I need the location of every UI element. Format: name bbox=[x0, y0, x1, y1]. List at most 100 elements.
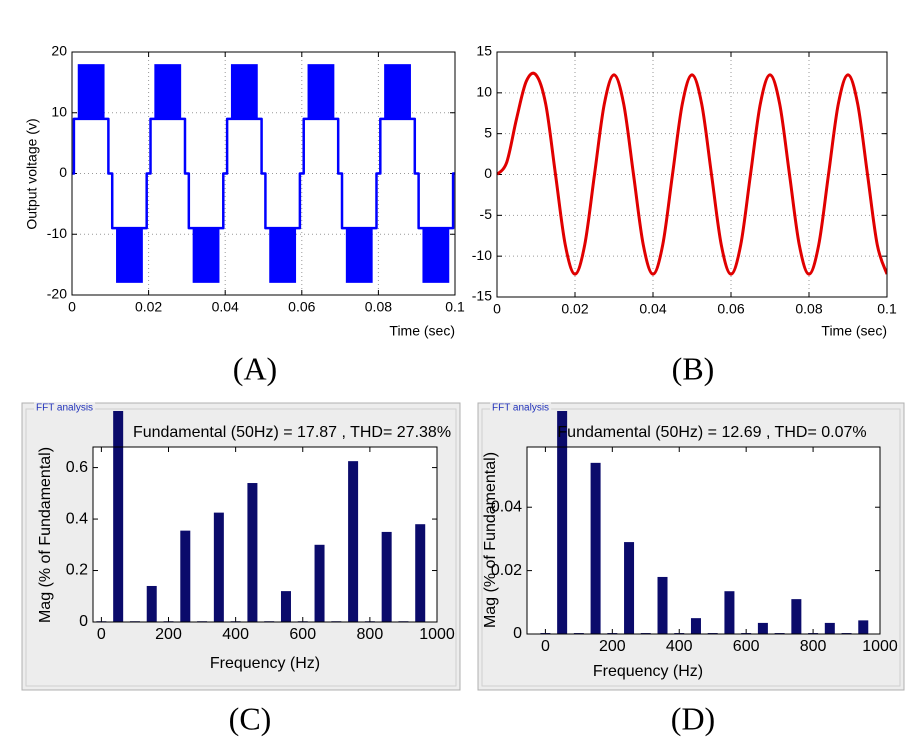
x-tick-label: 0.1 bbox=[877, 301, 897, 317]
x-tick-label: 0.06 bbox=[717, 301, 744, 317]
plot-border bbox=[526, 446, 881, 635]
y-tick-label: 20 bbox=[51, 43, 67, 59]
frame-inner bbox=[481, 408, 901, 687]
chart-title: Fundamental (50Hz) = 17.87 , THD= 27.38% bbox=[133, 424, 451, 441]
plot-area bbox=[527, 447, 880, 634]
panel-label: (A) bbox=[233, 350, 277, 386]
y-tick-label: 0.6 bbox=[66, 459, 88, 476]
frame-title: FFT analysis bbox=[36, 403, 93, 414]
y-tick-label: 0 bbox=[59, 164, 67, 180]
bar bbox=[557, 411, 568, 634]
pwm-block bbox=[269, 228, 297, 283]
x-tick-label: 0 bbox=[493, 301, 501, 317]
frame-title: FFT analysis bbox=[492, 403, 549, 414]
x-tick-label: 600 bbox=[289, 626, 316, 643]
panel-label: (C) bbox=[229, 700, 272, 736]
pwm-block bbox=[154, 64, 182, 119]
y-tick-label: 0.04 bbox=[491, 498, 522, 515]
pwm-block bbox=[116, 228, 143, 283]
y-axis-label: Output voltage (v) bbox=[24, 118, 40, 229]
bar bbox=[690, 618, 701, 634]
bar bbox=[624, 542, 635, 634]
y-tick-label: 0.2 bbox=[66, 562, 88, 579]
bar bbox=[381, 531, 392, 622]
panel-label: (B) bbox=[672, 350, 715, 386]
x-tick-label: 400 bbox=[222, 626, 249, 643]
pwm-block bbox=[345, 228, 373, 283]
y-tick-label: 10 bbox=[476, 84, 492, 100]
pwm-block bbox=[230, 64, 258, 119]
plot-marks bbox=[72, 64, 455, 283]
x-tick-label: 0 bbox=[541, 638, 550, 655]
x-axis-label: Time (sec) bbox=[389, 323, 455, 339]
pwm-block bbox=[192, 228, 220, 283]
bar bbox=[757, 622, 768, 634]
bar bbox=[113, 411, 124, 622]
bar bbox=[590, 462, 601, 634]
frame-inner bbox=[25, 408, 457, 687]
y-tick-label: 0 bbox=[513, 625, 522, 642]
waveform bbox=[497, 71, 887, 276]
y-axis-label: Mag (% of Fundamental) bbox=[482, 452, 499, 628]
plot-border bbox=[71, 51, 456, 296]
pwm-block bbox=[384, 64, 411, 119]
plot-marks bbox=[96, 411, 426, 622]
bar bbox=[415, 524, 426, 622]
bar bbox=[824, 622, 835, 634]
x-tick-label: 600 bbox=[733, 638, 760, 655]
bar bbox=[180, 530, 191, 622]
x-tick-label: 0 bbox=[68, 299, 76, 315]
y-tick-label: -5 bbox=[480, 206, 493, 222]
y-tick-label: -20 bbox=[47, 286, 67, 302]
x-tick-label: 0.02 bbox=[135, 299, 162, 315]
bar bbox=[791, 599, 802, 634]
y-tick-label: 0 bbox=[79, 613, 88, 630]
bar bbox=[657, 576, 668, 634]
panel-label: (D) bbox=[671, 700, 715, 736]
bar bbox=[213, 512, 224, 622]
frame-title-bg bbox=[490, 402, 552, 414]
x-tick-label: 0.08 bbox=[365, 299, 392, 315]
bar bbox=[348, 461, 359, 622]
y-tick-label: 0 bbox=[484, 165, 492, 181]
y-tick-label: 5 bbox=[484, 124, 492, 140]
x-tick-label: 0 bbox=[97, 626, 106, 643]
x-tick-label: 800 bbox=[800, 638, 827, 655]
bar bbox=[280, 591, 291, 622]
y-axis-label: Mag (% of Fundamental) bbox=[37, 447, 54, 623]
x-tick-label: 0.08 bbox=[795, 301, 822, 317]
y-tick-label: -10 bbox=[472, 247, 492, 263]
pwm-block bbox=[77, 64, 105, 119]
frame-title-bg bbox=[34, 402, 96, 414]
x-tick-label: 1000 bbox=[419, 626, 455, 643]
y-tick-label: 15 bbox=[476, 43, 492, 59]
y-tick-label: -15 bbox=[472, 288, 492, 304]
plot-marks bbox=[497, 71, 887, 276]
x-tick-label: 200 bbox=[599, 638, 626, 655]
x-tick-label: 0.1 bbox=[445, 299, 465, 315]
y-tick-label: 0.4 bbox=[66, 510, 88, 527]
x-tick-label: 0.02 bbox=[561, 301, 588, 317]
x-tick-label: 0.04 bbox=[639, 301, 666, 317]
y-tick-label: 10 bbox=[51, 103, 67, 119]
pwm-block bbox=[422, 228, 450, 283]
x-axis-label: Time (sec) bbox=[821, 323, 887, 339]
x-tick-label: 0.04 bbox=[212, 299, 239, 315]
bar bbox=[146, 585, 157, 622]
x-tick-label: 0.06 bbox=[288, 299, 315, 315]
bar bbox=[858, 620, 869, 634]
chart-title: Fundamental (50Hz) = 12.69 , THD= 0.07% bbox=[557, 424, 866, 441]
bar bbox=[314, 544, 325, 622]
waveform bbox=[72, 117, 455, 230]
x-axis-label: Frequency (Hz) bbox=[210, 655, 320, 672]
bar bbox=[247, 483, 258, 622]
plot-border bbox=[92, 446, 438, 623]
bar bbox=[724, 591, 735, 634]
pwm-block bbox=[307, 64, 335, 119]
x-tick-label: 200 bbox=[155, 626, 182, 643]
x-tick-label: 800 bbox=[357, 626, 384, 643]
x-tick-label: 1000 bbox=[862, 638, 898, 655]
x-tick-label: 400 bbox=[666, 638, 693, 655]
plot-border bbox=[496, 51, 888, 298]
